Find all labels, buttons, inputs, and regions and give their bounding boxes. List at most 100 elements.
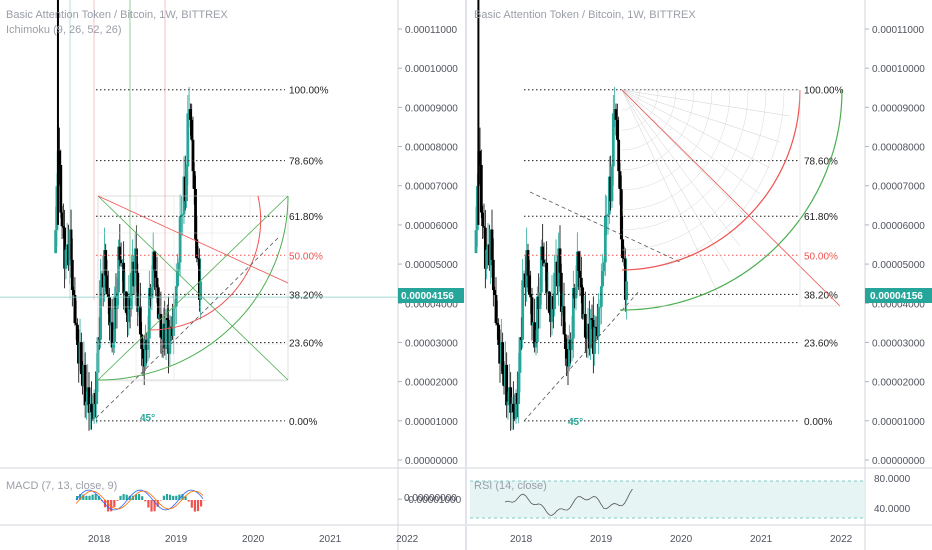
right-rsi-pane[interactable]: RSI (14, close) 80.0000 40.0000 — [470, 474, 911, 519]
macd-bar — [200, 500, 203, 507]
candle-body — [138, 306, 142, 335]
fib-level-label: 78.60% — [289, 157, 323, 168]
angle-label: 45° — [568, 417, 583, 428]
candle-body — [70, 259, 74, 291]
candle-body — [164, 318, 168, 349]
macd-bar — [85, 495, 88, 500]
fib-arc — [97, 195, 289, 381]
macd-bar — [156, 500, 159, 507]
fib-arc — [621, 89, 749, 231]
candle-body — [509, 387, 513, 413]
fan-line — [621, 89, 841, 307]
candle-body — [141, 348, 145, 359]
candle-body — [185, 166, 188, 202]
candle-body — [172, 308, 176, 336]
candle-body — [598, 306, 602, 309]
candle-body — [574, 287, 578, 299]
candle-body — [606, 214, 610, 216]
right-chart-pane[interactable]: 100.00% 78.60% 61.80% 50.00% 38.20% 23.60% 0.0… — [467, 0, 932, 550]
price-tick-label: 0.00009000 — [405, 103, 458, 114]
candle-body — [173, 306, 177, 309]
time-tick-label: 2021 — [750, 534, 773, 545]
candle-body — [108, 297, 111, 326]
macd-bar — [165, 494, 169, 500]
fib-level-label: 78.60% — [804, 157, 838, 168]
left-chart-pane[interactable]: 100.00% 78.60% 61.80% 50.00% 38.20% 23.60% 0.0… — [0, 0, 465, 550]
macd-bar — [91, 494, 94, 500]
fib-arc — [149, 195, 262, 331]
candle-body — [618, 171, 622, 190]
macd-bar — [116, 500, 119, 501]
time-tick-label: 2020 — [242, 534, 265, 545]
candle-body — [506, 401, 510, 406]
candle-body — [197, 259, 201, 300]
macd-bar — [153, 500, 156, 512]
fan-line — [621, 89, 741, 247]
right-price-scale[interactable]: 0.00011000 0.00010000 0.00009000 0.00008000… — [865, 25, 925, 467]
macd-bar — [184, 496, 187, 500]
macd-bar — [138, 494, 141, 500]
candle-body — [83, 364, 87, 406]
fib-level-label: 38.20% — [289, 290, 323, 301]
right-price-tag-text: 0.00004156 — [870, 291, 923, 302]
left-macd-pane[interactable]: MACD (7, 13, close, 9) 0.00000000 — [6, 480, 457, 512]
fib-level-label: 100.00% — [289, 86, 329, 97]
candle-body — [69, 229, 73, 260]
left-time-scale[interactable]: 2018 2019 2020 2021 2022 — [88, 534, 419, 545]
right-time-scale[interactable]: 2018 2019 2020 2021 2022 — [510, 534, 853, 545]
price-tick-label: 0.00008000 — [405, 143, 458, 154]
left-macd-histogram — [75, 489, 206, 512]
candle-body — [190, 119, 194, 140]
candle-body — [129, 272, 133, 310]
candle-body — [527, 275, 531, 295]
time-tick-label: 2018 — [510, 534, 533, 545]
fib-arc — [621, 89, 713, 191]
candle-body — [92, 393, 96, 419]
candle-body — [521, 280, 525, 340]
candle-body — [150, 287, 154, 299]
angle-label: 45° — [140, 413, 155, 424]
candle-body — [621, 239, 625, 259]
candle-body — [589, 318, 593, 349]
macd-bar — [82, 494, 85, 500]
candle-body — [485, 249, 489, 269]
candle-body — [526, 250, 530, 276]
macd-bar — [79, 494, 82, 500]
candle-body — [605, 214, 609, 217]
fib-level-label: 50.00% — [289, 251, 323, 262]
macd-line — [75, 489, 204, 511]
price-tick-label: 0.00004000 — [405, 299, 458, 310]
time-tick-label: 2020 — [670, 534, 693, 545]
fib-level-label: 38.20% — [804, 290, 838, 301]
macd-bar — [113, 500, 116, 507]
fib-level-label: 61.80% — [804, 212, 838, 223]
candle-body — [136, 272, 140, 312]
candle-body — [583, 313, 587, 338]
candle-body — [177, 262, 181, 272]
candle-body — [191, 139, 195, 172]
price-tick-label: 0.00007000 — [405, 182, 458, 193]
candle-body — [165, 318, 169, 320]
candle-body — [159, 313, 163, 338]
left-price-scale[interactable]: 0.00011000 0.00010000 0.00009000 0.00008000… — [398, 25, 462, 506]
candle-body — [122, 262, 126, 294]
candle-body — [478, 150, 482, 165]
candle-body — [482, 226, 486, 228]
price-tick-label: 0.00003000 — [405, 338, 458, 349]
candle-body — [593, 326, 597, 354]
candle-body — [64, 249, 68, 269]
candle-body — [565, 348, 569, 359]
fib-level-label: 0.00% — [804, 417, 832, 428]
pane-divider[interactable] — [465, 0, 467, 550]
candle-body — [192, 171, 196, 190]
candle-body — [615, 119, 619, 140]
fib-arc — [621, 89, 695, 171]
time-tick-label: 2019 — [165, 534, 188, 545]
candle-body — [535, 296, 539, 342]
trend-line-45 — [95, 235, 281, 419]
candle-body — [547, 291, 551, 313]
price-tick-label: 0.00006000 — [872, 221, 925, 232]
trend-line-45 — [523, 289, 641, 422]
candle-body — [113, 296, 117, 342]
candle-body — [178, 216, 182, 263]
